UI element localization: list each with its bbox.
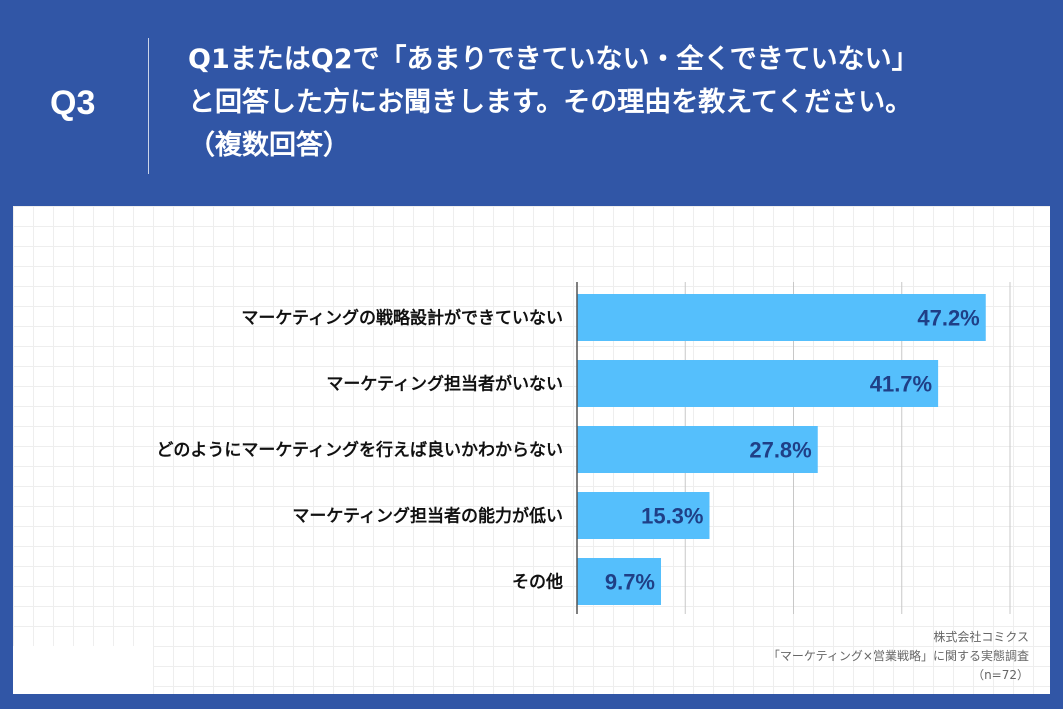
bar bbox=[577, 492, 710, 539]
category-label: マーケティング担当者の能力が低い bbox=[292, 506, 563, 527]
bar bbox=[577, 360, 939, 407]
data-label: 9.7% bbox=[605, 570, 655, 595]
source-survey: 「マーケティング×営業戦略」に関する実態調査 bbox=[767, 649, 1029, 663]
data-label: 41.7% bbox=[870, 372, 932, 397]
question-title: Q1またはQ2で「あまりできていない・全くできていない」 と回答した方にお聞きし… bbox=[188, 38, 1048, 167]
question-number: Q3 bbox=[50, 84, 96, 122]
bar bbox=[577, 426, 818, 473]
category-label: マーケティングの戦略設計ができていない bbox=[241, 308, 563, 329]
source-sample-size: （n=72） bbox=[972, 668, 1029, 682]
bar bbox=[577, 294, 986, 341]
source-note: 株式会社コミクス 「マーケティング×営業戦略」に関する実態調査 （n=72） bbox=[768, 628, 1029, 685]
data-label: 15.3% bbox=[641, 504, 703, 529]
question-line-3: （複数回答） bbox=[188, 130, 350, 161]
category-label: マーケティング担当者がいない bbox=[326, 374, 563, 395]
chart-panel bbox=[13, 206, 1050, 694]
bar bbox=[577, 558, 662, 605]
question-line-1: Q1またはQ2で「あまりできていない・全くできていない」 bbox=[188, 44, 919, 75]
header-divider bbox=[148, 38, 149, 174]
question-line-2: と回答した方にお聞きします。その理由を教えてください。 bbox=[188, 87, 913, 118]
data-label: 27.8% bbox=[749, 438, 811, 463]
data-label: 47.2% bbox=[917, 306, 979, 331]
category-label: その他 bbox=[512, 572, 563, 593]
panel-corner-patch bbox=[13, 646, 153, 694]
category-label: どのようにマーケティングを行えば良いかわからない bbox=[156, 440, 563, 461]
source-company: 株式会社コミクス bbox=[933, 630, 1029, 644]
